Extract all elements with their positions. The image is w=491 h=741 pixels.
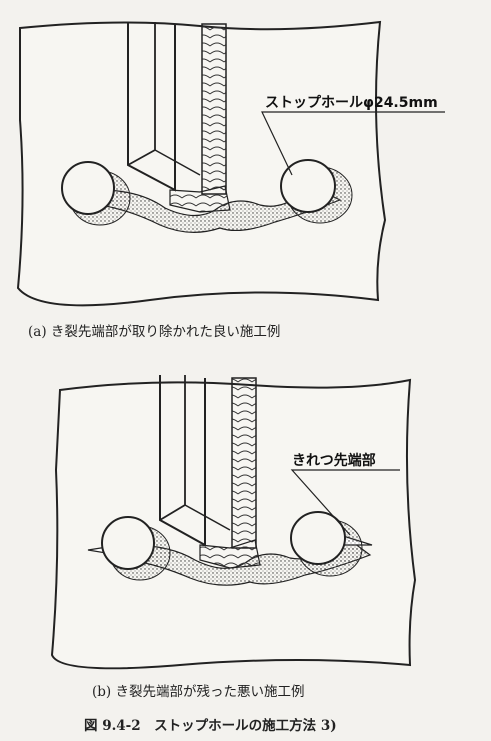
stop-hole-b-left-shadow [109, 525, 171, 581]
figure-caption: 図 9.4-2 ストップホールの施工方法 3) [84, 718, 337, 734]
stop-hole-b-left [101, 516, 155, 570]
stop-hole-label: ストップホールφ24.5mm [265, 95, 438, 111]
stop-hole-b-right [290, 511, 346, 565]
crack-tip-left [87, 544, 121, 556]
weld-bead-a [201, 23, 227, 195]
panel-a-caption: (a) き裂先端部が取り除かれた良い施工例 [28, 324, 281, 340]
stop-hole-a-right [280, 159, 336, 213]
crack-tip-label: きれつ先端部 [292, 453, 376, 469]
stiffener-b [159, 375, 206, 547]
panel-a-drawing [16, 20, 445, 307]
leader-line-a [261, 111, 445, 176]
weld-bead-b [231, 377, 257, 549]
leader-line-b [290, 469, 400, 536]
stiffener-a [127, 22, 176, 192]
stop-hole-a-left [61, 161, 115, 215]
stop-hole-b-right-shadow [297, 519, 363, 577]
panel-b-caption: (b) き裂先端部が残った悪い施工例 [92, 684, 305, 700]
plate-outline-b [50, 378, 417, 670]
crack-tip-right [338, 534, 373, 546]
crack-region-b [129, 539, 372, 586]
